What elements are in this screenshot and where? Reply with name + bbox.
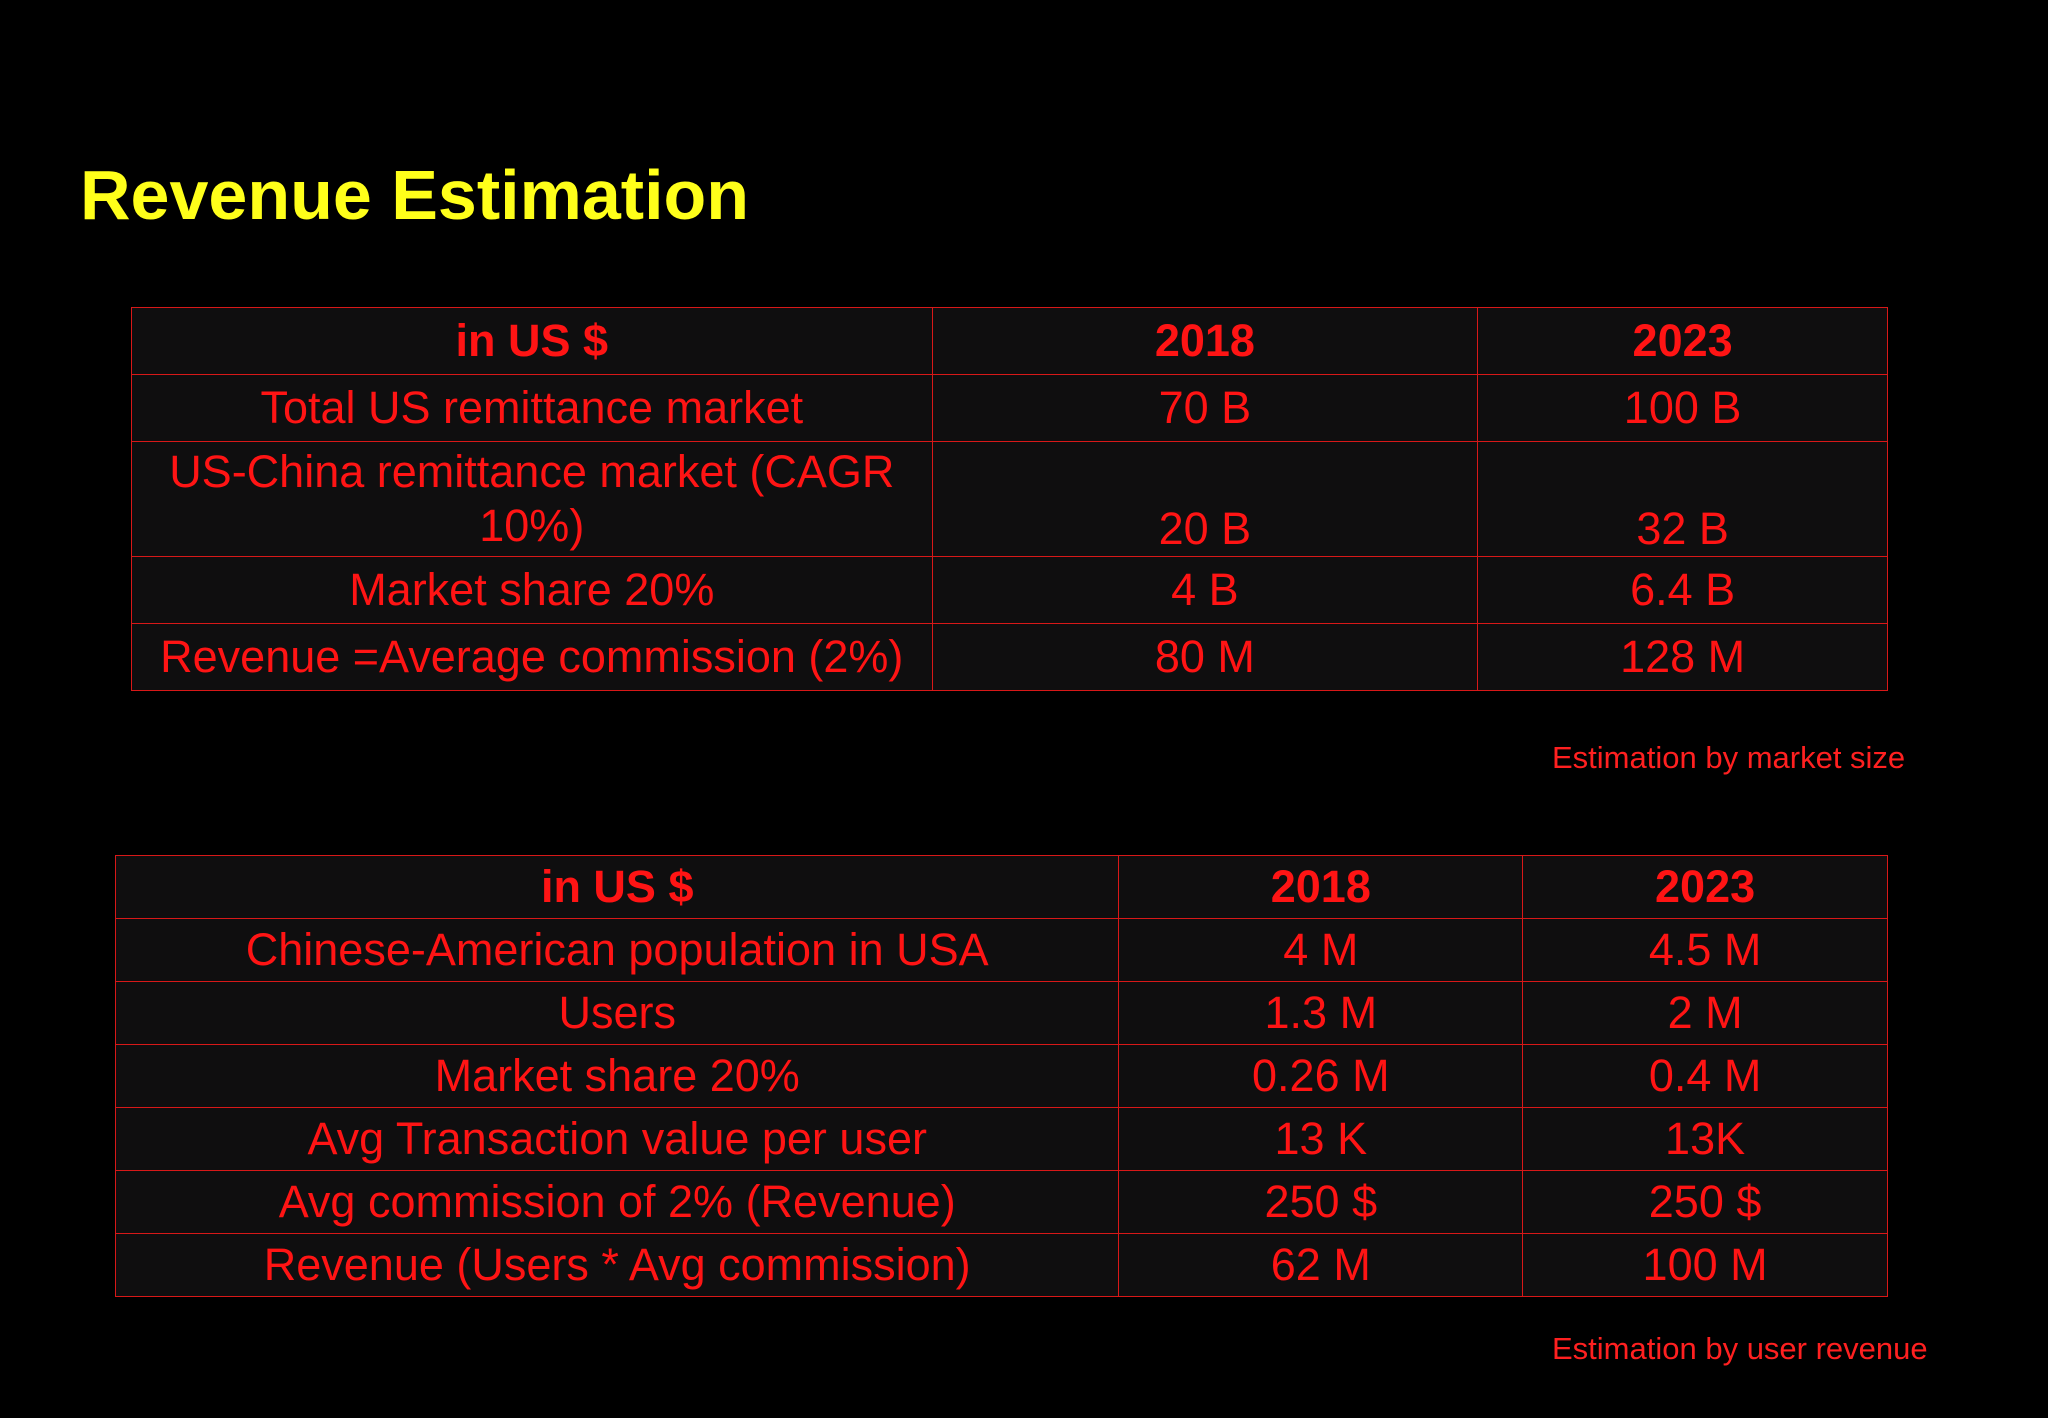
market-table-caption: Estimation by market size [1552, 740, 1906, 775]
value-2023: 4.5 M [1522, 918, 1888, 982]
row-label: Revenue (Users * Avg commission) [114, 1233, 1120, 1297]
value-2023: 128 M [1477, 623, 1888, 691]
value-2023: 100 M [1522, 1233, 1888, 1297]
value-2018: 70 B [931, 374, 1479, 442]
row-label: Market share 20% [131, 556, 933, 624]
table-row: Market share 20% 0.26 M 0.4 M [114, 1044, 1888, 1108]
table-row: Revenue (Users * Avg commission) 62 M 10… [114, 1233, 1888, 1297]
value-2023: 100 B [1477, 374, 1888, 442]
table-row: Users 1.3 M 2 M [114, 981, 1888, 1045]
header-cell: 2018 [931, 307, 1479, 375]
value-2018: 250 $ [1118, 1170, 1524, 1234]
value-2018: 62 M [1118, 1233, 1524, 1297]
user-table-caption: Estimation by user revenue [1552, 1331, 1928, 1366]
header-cell: 2023 [1477, 307, 1888, 375]
table-row: Avg commission of 2% (Revenue) 250 $ 250… [114, 1170, 1888, 1234]
table-row: Market share 20% 4 B 6.4 B [131, 556, 1888, 624]
table-row: Total US remittance market 70 B 100 B [131, 374, 1888, 442]
value-2023: 0.4 M [1522, 1044, 1888, 1108]
table-row: US-China remittance market (CAGR 10%) 20… [131, 441, 1888, 557]
market-size-table: in US $ 2018 2023 Total US remittance ma… [131, 307, 1888, 691]
header-cell: 2018 [1118, 855, 1524, 919]
row-label: Avg Transaction value per user [114, 1107, 1120, 1171]
row-label: US-China remittance market (CAGR 10%) [131, 441, 933, 557]
table-row: Chinese-American population in USA 4 M 4… [114, 918, 1888, 982]
row-label: Avg commission of 2% (Revenue) [114, 1170, 1120, 1234]
row-label: Total US remittance market [131, 374, 933, 442]
header-cell: 2023 [1522, 855, 1888, 919]
page-title: Revenue Estimation [80, 156, 750, 234]
table-header-row: in US $ 2018 2023 [114, 855, 1888, 919]
user-revenue-table: in US $ 2018 2023 Chinese-American popul… [114, 855, 1888, 1297]
value-2018: 4 M [1118, 918, 1524, 982]
row-label: Users [114, 981, 1120, 1045]
row-label: Market share 20% [114, 1044, 1120, 1108]
value-2023: 2 M [1522, 981, 1888, 1045]
value-2023: 13K [1522, 1107, 1888, 1171]
table-row: Avg Transaction value per user 13 K 13K [114, 1107, 1888, 1171]
value-2018: 0.26 M [1118, 1044, 1524, 1108]
value-2018: 13 K [1118, 1107, 1524, 1171]
value-2023: 250 $ [1522, 1170, 1888, 1234]
value-2023: 6.4 B [1477, 556, 1888, 624]
row-label: Revenue =Average commission (2%) [131, 623, 933, 691]
value-2018: 80 M [931, 623, 1479, 691]
value-2018: 1.3 M [1118, 981, 1524, 1045]
value-2018: 4 B [931, 556, 1479, 624]
table-header-row: in US $ 2018 2023 [131, 307, 1888, 375]
header-cell: in US $ [131, 307, 933, 375]
value-2023: 32 B [1477, 441, 1888, 557]
header-cell: in US $ [114, 855, 1120, 919]
table-row: Revenue =Average commission (2%) 80 M 12… [131, 623, 1888, 691]
row-label: Chinese-American population in USA [114, 918, 1120, 982]
value-2018: 20 B [931, 441, 1479, 557]
